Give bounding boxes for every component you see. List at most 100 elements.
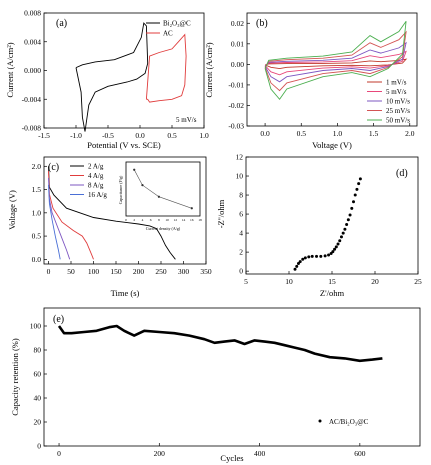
panel-c-xtick-label: 250 [155,267,167,276]
panel-d-point [343,227,347,231]
panel-c-label: (c) [48,162,59,173]
panel-d-point [348,213,352,217]
panel-b-ylabel: Current (A/cm²) [204,42,214,97]
panel-a-ytick-label: 0.000 [24,66,41,75]
panel-c-xtick-label: 50 [67,267,75,276]
panel-a-frame [43,12,205,129]
panel-c-inset-xtick-label: 0 [125,218,127,222]
panel-e-ytick-label: 60 [34,370,42,379]
panel-a-ytick-label: -0.008 [22,124,42,133]
panel-e-ytick-label: 80 [34,346,42,355]
panel-d-point [315,254,319,258]
panel-d-frame [245,156,419,275]
panel-c-inset-xtick-label: 16 [190,218,194,222]
panel-d-ytick-label: 10 [236,172,244,181]
panel-b-xtick-label: 2.0 [405,129,415,138]
panel-c-inset-point [190,207,193,210]
panel-c-inset-xlabel: Current density (A/g) [146,226,181,231]
panel-d-point [296,262,300,266]
panel-c-ytick-label: 1.0 [32,208,42,217]
panel-e-series-0 [57,324,383,363]
panel-d-point [293,267,297,271]
panel-d-point [353,193,357,197]
panel-d-ytick-label: 6 [239,210,243,219]
panel-d-point [345,223,349,227]
panel-b-xlabel: Voltage (V) [312,140,352,150]
panel-e-legend-marker [318,419,322,423]
panel-c-legend-label: 2 A/g [88,163,104,171]
panel-e-ytick-label: 40 [34,394,42,403]
panel-e-xtick-label: 0 [57,449,61,458]
panel-c-ytick-label: 0.5 [32,232,42,241]
panel-a: -1.5 -1.0 -0.5 0.0 0.5 1.0 -0.008 -0.004 0.000 0.… [5,9,209,151]
panel-e-frame [43,307,421,447]
panel-b-xtick-label: 1.5 [369,129,379,138]
panel-c-xtick-label: 300 [178,267,190,276]
panel-a-xtick-label: 1.0 [199,131,209,140]
panel-c-ytick-label: 2.0 [32,162,42,171]
panel-d-point [357,182,361,186]
panel-c-frame [43,156,207,265]
panel-b-series-4 [264,20,407,101]
panel-c-inset-line [133,169,192,209]
panel-b-series-1 [264,50,407,76]
panel-a-annotation: 5 mV/s [176,116,197,124]
panel-b-ytick-label: -0.03 [228,122,244,131]
panel-d-point [341,231,345,235]
panel-d-label: (d) [396,168,408,179]
panel-c-legend-label: 8 A/g [88,182,104,190]
panel-c-inset-point [141,184,144,187]
panel-c-legend-label: 4 A/g [88,172,104,180]
panel-c-inset-xtick-label: 12 [174,218,178,222]
panel-c-inset-point [157,195,160,198]
panel-e-label: (e) [53,314,64,325]
panel-c-inset-xtick-label: 8 [158,218,160,222]
panel-a-ytick-label: 0.008 [24,9,41,18]
panel-d-ylabel: -Z''/ohm [216,199,226,228]
panel-c-inset-xtick-label: 18 [198,218,202,222]
panel-c-ytick-label: 1.5 [32,185,42,194]
panel-e: 0 200 400 600 0 20 40 60 80 100 (e) Cycles Capaci… [10,307,421,463]
panel-d-point [295,264,299,268]
panel-b-label: (b) [256,18,268,29]
panel-b: 0.0 0.5 1.0 1.5 2.0 -0.03 -0.02 -0.01 0.00 0.01 0.… [204,12,418,150]
panel-e-xtick-label: 200 [154,449,166,458]
panel-b-ytick-label: -0.02 [228,101,244,110]
panel-c-xtick-label: 200 [133,267,145,276]
panel-b-ytick-label: 0.01 [231,39,244,48]
panel-d-point [339,235,343,239]
panel-c-xtick-label: 350 [200,267,212,276]
panel-a-ylabel: Current (A/cm²) [5,42,15,97]
panel-d-point [323,254,327,258]
panel-c-xtick-label: 100 [88,267,100,276]
panel-c-inset-xtick-label: 2 [133,218,135,222]
panel-d-point [310,254,314,258]
panel-b-legend-label: 25 mV/s [386,107,410,115]
panel-c-xlabel: Time (s) [111,288,140,298]
panel-d-xtick-label: 5 [244,277,248,286]
panel-a-xtick-label: -1.5 [38,131,50,140]
panel-c-xtick-label: 150 [110,267,122,276]
panel-b-series-0 [264,58,408,70]
panel-d-point [333,247,337,251]
panel-a-label: (a) [56,18,67,29]
panel-b-frame [246,12,418,127]
panel-b-legend-label: 1 mV/s [386,79,407,87]
panel-d-point [301,257,305,261]
panel-d-point [338,239,342,243]
panel-d-point [346,218,350,222]
panel-a-ytick-label: -0.004 [22,95,42,104]
panel-d-ytick-label: 8 [239,191,243,200]
panel-d-ytick-label: 4 [239,229,243,238]
panel-b-xtick-label: 0.5 [297,129,307,138]
panel-d-point [334,245,338,249]
panel-c-ylabel: Voltage (V) [7,190,17,230]
panel-a-legend-label: AC [163,30,173,38]
panel-c-inset-xtick-label: 14 [182,218,186,222]
panel-d-xtick-label: 15 [328,277,336,286]
panel-d-point [298,260,302,264]
panel-d-xlabel: Z'/ohm [320,288,345,298]
panel-b-ytick-label: 0.02 [231,19,244,28]
panel-a-ytick-label: 0.004 [24,37,41,46]
